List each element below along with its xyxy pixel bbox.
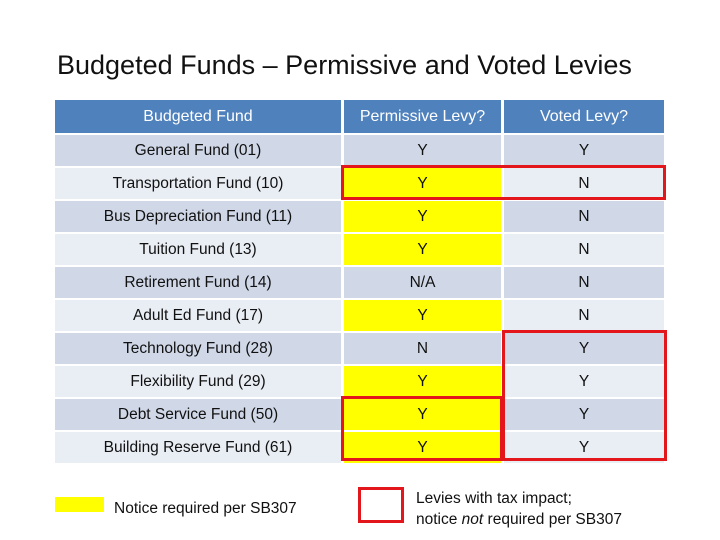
cell: Y bbox=[344, 432, 501, 463]
cell: Flexibility Fund (29) bbox=[55, 366, 341, 397]
cell: Y bbox=[344, 168, 501, 199]
highlight-box bbox=[341, 165, 666, 200]
cell: Transportation Fund (10) bbox=[55, 168, 341, 199]
cell: Y bbox=[344, 201, 501, 232]
cell: Debt Service Fund (50) bbox=[55, 399, 341, 430]
cell: Y bbox=[344, 399, 501, 430]
cell: Y bbox=[504, 432, 664, 463]
legend-line: notice bbox=[416, 511, 462, 528]
cell: Building Reserve Fund (61) bbox=[55, 432, 341, 463]
cell: Tuition Fund (13) bbox=[55, 234, 341, 265]
header-cell: Voted Levy? bbox=[504, 100, 664, 133]
cell: Y bbox=[344, 135, 501, 166]
cell: N bbox=[504, 234, 664, 265]
cell: Y bbox=[344, 234, 501, 265]
cell: Y bbox=[504, 366, 664, 397]
legend-emphasis: not bbox=[461, 511, 484, 528]
highlight-box bbox=[502, 330, 667, 461]
cell: Y bbox=[344, 366, 501, 397]
cell: Y bbox=[504, 333, 664, 364]
header-cell: Budgeted Fund bbox=[55, 100, 341, 133]
legend-line: Levies with tax impact; bbox=[416, 490, 572, 507]
legend-text: Levies with tax impact; notice not requi… bbox=[416, 488, 622, 530]
cell: N bbox=[344, 333, 501, 364]
cell: Retirement Fund (14) bbox=[55, 267, 341, 298]
cell: N/A bbox=[344, 267, 501, 298]
highlight-box bbox=[341, 396, 503, 461]
cell: Y bbox=[504, 135, 664, 166]
table: Budgeted Fund Permissive Levy? Voted Lev… bbox=[55, 100, 664, 463]
slide-title: Budgeted Funds – Permissive and Voted Le… bbox=[57, 50, 632, 80]
cell: Y bbox=[344, 300, 501, 331]
legend-swatch bbox=[55, 497, 104, 512]
cell: N bbox=[504, 168, 664, 199]
cell: Y bbox=[504, 399, 664, 430]
legend-swatch bbox=[358, 487, 404, 523]
header-cell: Permissive Levy? bbox=[344, 100, 501, 133]
cell: N bbox=[504, 267, 664, 298]
legend-text: Notice required per SB307 bbox=[114, 500, 297, 517]
cell: N bbox=[504, 201, 664, 232]
legend-line: required per SB307 bbox=[483, 511, 622, 528]
cell: Bus Depreciation Fund (11) bbox=[55, 201, 341, 232]
cell: General Fund (01) bbox=[55, 135, 341, 166]
cell: N bbox=[504, 300, 664, 331]
cell: Adult Ed Fund (17) bbox=[55, 300, 341, 331]
cell: Technology Fund (28) bbox=[55, 333, 341, 364]
